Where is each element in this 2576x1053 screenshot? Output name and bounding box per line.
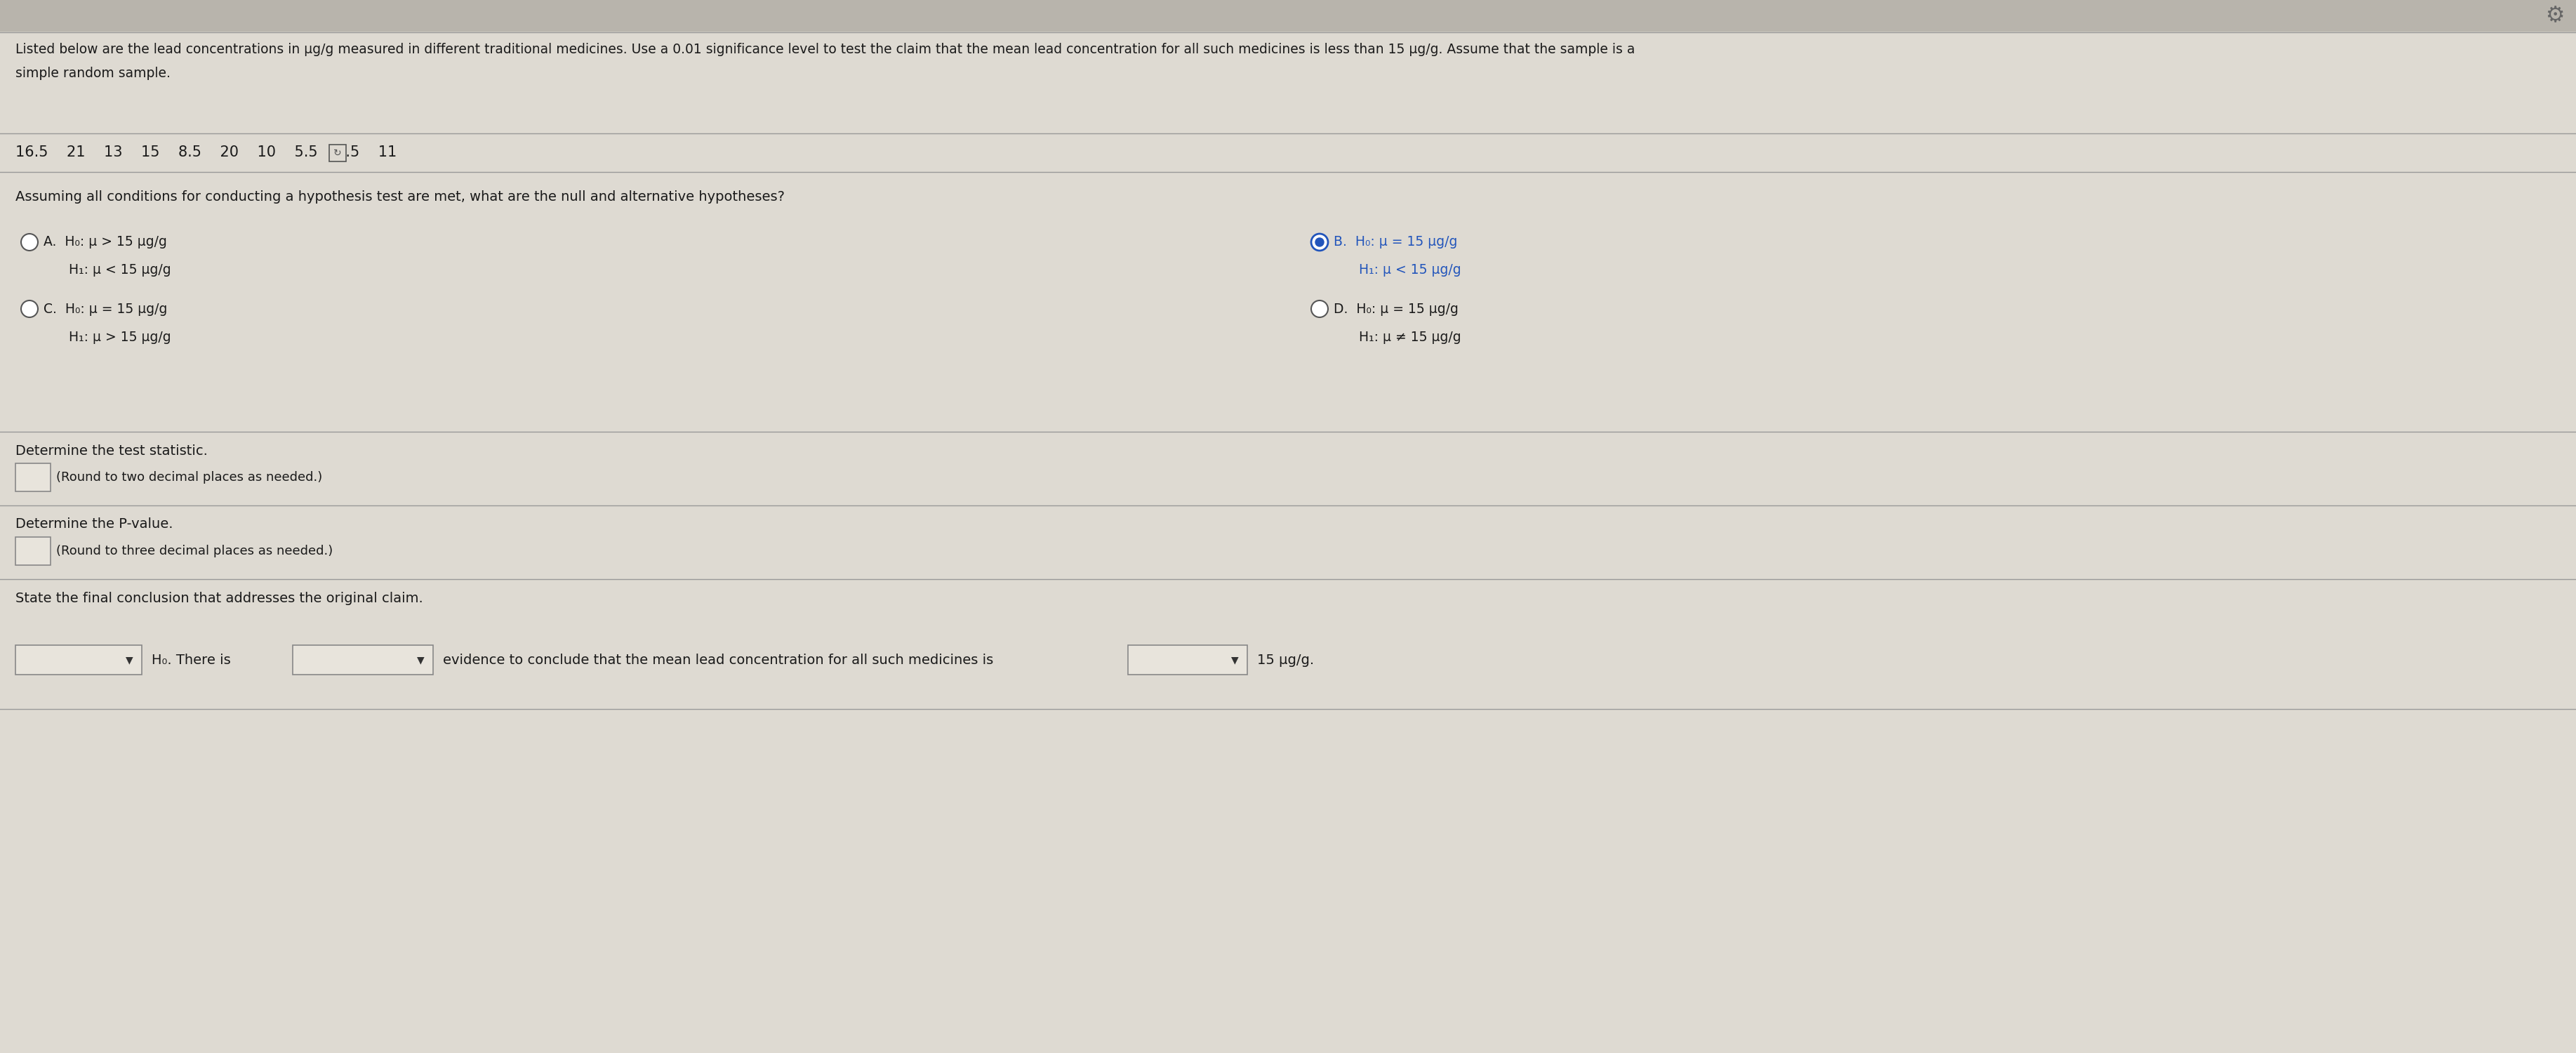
Text: H₁: μ > 15 μg/g: H₁: μ > 15 μg/g (44, 331, 170, 343)
FancyBboxPatch shape (330, 144, 345, 161)
FancyBboxPatch shape (1128, 645, 1247, 675)
Text: Determine the test statistic.: Determine the test statistic. (15, 444, 209, 457)
Circle shape (1316, 238, 1324, 246)
FancyBboxPatch shape (0, 172, 2576, 221)
FancyBboxPatch shape (0, 33, 2576, 134)
Circle shape (1311, 234, 1329, 251)
Text: (Round to three decimal places as needed.): (Round to three decimal places as needed… (57, 544, 332, 557)
Text: Determine the P-value.: Determine the P-value. (15, 518, 173, 531)
Text: B.  H₀: μ = 15 μg/g: B. H₀: μ = 15 μg/g (1334, 236, 1458, 249)
Circle shape (1311, 300, 1329, 317)
Text: ↻: ↻ (332, 148, 343, 158)
FancyBboxPatch shape (0, 134, 2576, 172)
FancyBboxPatch shape (0, 579, 2576, 709)
Text: evidence to conclude that the mean lead concentration for all such medicines is: evidence to conclude that the mean lead … (443, 653, 994, 667)
Text: State the final conclusion that addresses the original claim.: State the final conclusion that addresse… (15, 592, 422, 604)
FancyBboxPatch shape (0, 709, 2576, 1053)
FancyBboxPatch shape (15, 645, 142, 675)
Text: H₁: μ < 15 μg/g: H₁: μ < 15 μg/g (1334, 263, 1461, 277)
Text: 16.5    21    13    15    8.5    20    10    5.5    4.5    11: 16.5 21 13 15 8.5 20 10 5.5 4.5 11 (15, 145, 397, 159)
Text: ▼: ▼ (1231, 655, 1239, 664)
FancyBboxPatch shape (0, 0, 2576, 32)
Text: simple random sample.: simple random sample. (15, 67, 170, 80)
Text: H₁: μ < 15 μg/g: H₁: μ < 15 μg/g (44, 263, 170, 277)
Text: ▼: ▼ (417, 655, 425, 664)
Text: A.  H₀: μ > 15 μg/g: A. H₀: μ > 15 μg/g (44, 236, 167, 249)
FancyBboxPatch shape (15, 537, 52, 565)
Text: 15 μg/g.: 15 μg/g. (1257, 653, 1314, 667)
Text: Listed below are the lead concentrations in μg/g measured in different tradition: Listed below are the lead concentrations… (15, 42, 1636, 56)
Text: (Round to two decimal places as needed.): (Round to two decimal places as needed.) (57, 471, 322, 483)
Text: ▼: ▼ (126, 655, 134, 664)
Text: H₁: μ ≠ 15 μg/g: H₁: μ ≠ 15 μg/g (1334, 331, 1461, 343)
Circle shape (21, 300, 39, 317)
Text: C.  H₀: μ = 15 μg/g: C. H₀: μ = 15 μg/g (44, 302, 167, 316)
FancyBboxPatch shape (0, 505, 2576, 579)
Text: D.  H₀: μ = 15 μg/g: D. H₀: μ = 15 μg/g (1334, 302, 1458, 316)
Text: ⚙: ⚙ (2545, 6, 2566, 26)
Text: Assuming all conditions for conducting a hypothesis test are met, what are the n: Assuming all conditions for conducting a… (15, 190, 786, 203)
FancyBboxPatch shape (0, 432, 2576, 505)
Circle shape (21, 234, 39, 251)
Text: H₀. There is: H₀. There is (152, 653, 232, 667)
FancyBboxPatch shape (0, 221, 2576, 432)
FancyBboxPatch shape (15, 463, 52, 492)
FancyBboxPatch shape (294, 645, 433, 675)
